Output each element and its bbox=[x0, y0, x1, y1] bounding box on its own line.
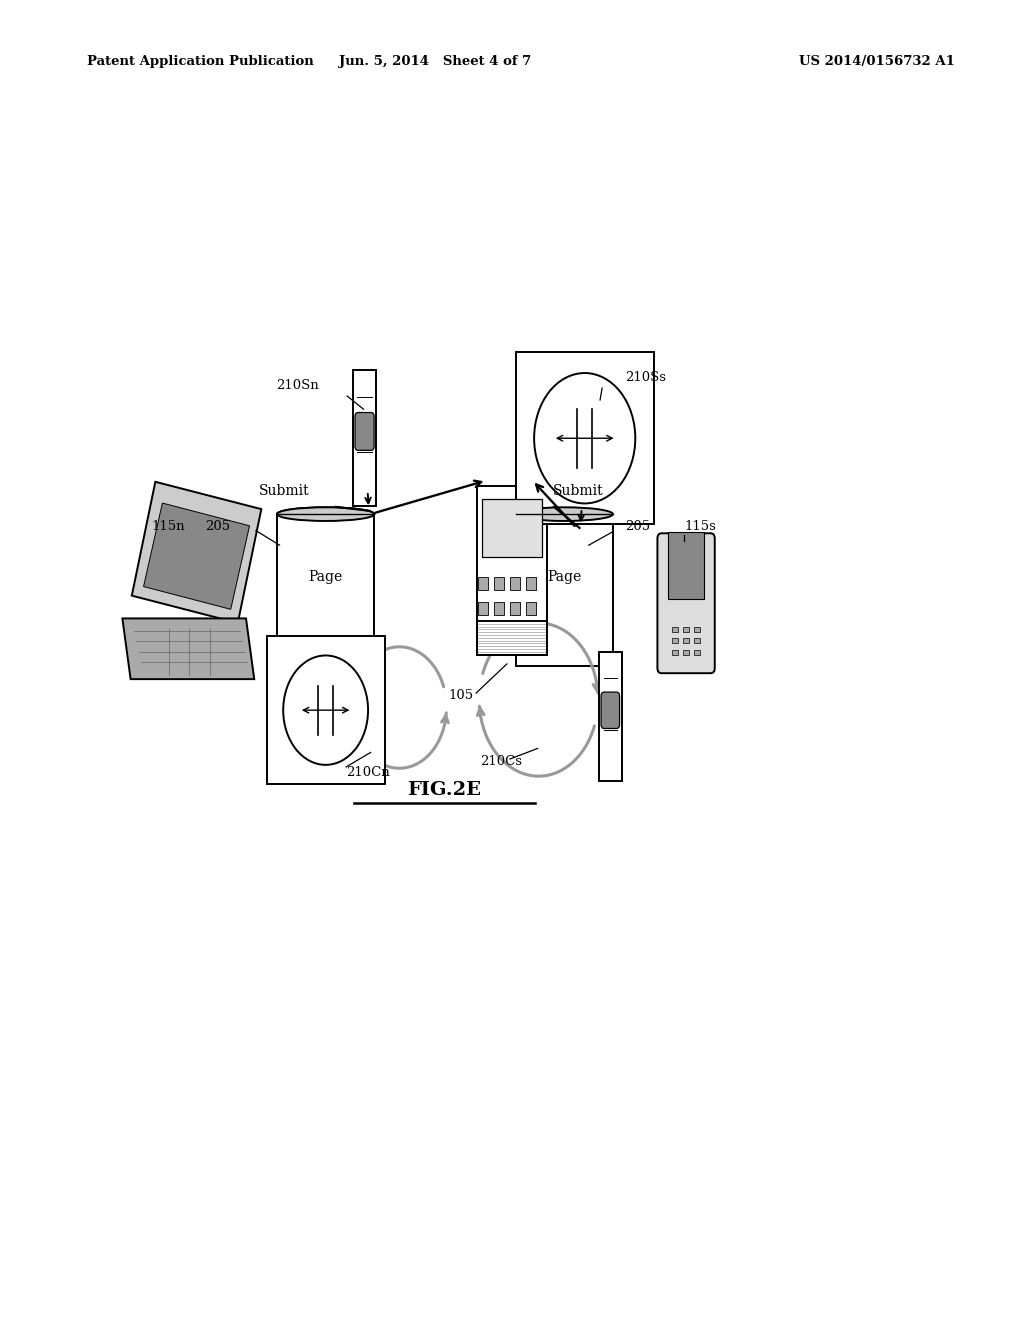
FancyBboxPatch shape bbox=[673, 627, 678, 632]
Text: 205: 205 bbox=[205, 520, 230, 533]
FancyBboxPatch shape bbox=[494, 602, 504, 615]
FancyBboxPatch shape bbox=[694, 638, 699, 643]
Text: 210Sn: 210Sn bbox=[276, 379, 319, 392]
FancyBboxPatch shape bbox=[657, 533, 715, 673]
Text: 105: 105 bbox=[449, 689, 474, 702]
Text: Submit: Submit bbox=[553, 484, 604, 498]
FancyBboxPatch shape bbox=[276, 513, 375, 665]
Text: FIG.2E: FIG.2E bbox=[408, 780, 481, 799]
FancyBboxPatch shape bbox=[516, 513, 612, 665]
FancyBboxPatch shape bbox=[683, 649, 689, 655]
Text: US 2014/0156732 A1: US 2014/0156732 A1 bbox=[799, 55, 954, 69]
FancyBboxPatch shape bbox=[673, 649, 678, 655]
FancyBboxPatch shape bbox=[515, 352, 653, 524]
FancyBboxPatch shape bbox=[694, 649, 699, 655]
Polygon shape bbox=[132, 482, 261, 623]
FancyBboxPatch shape bbox=[526, 602, 536, 615]
Circle shape bbox=[535, 374, 635, 503]
FancyBboxPatch shape bbox=[478, 602, 487, 615]
Text: 205: 205 bbox=[625, 520, 650, 533]
FancyBboxPatch shape bbox=[481, 499, 543, 557]
FancyBboxPatch shape bbox=[683, 638, 689, 643]
Text: Jun. 5, 2014   Sheet 4 of 7: Jun. 5, 2014 Sheet 4 of 7 bbox=[339, 55, 531, 69]
Text: 115n: 115n bbox=[152, 520, 185, 533]
FancyBboxPatch shape bbox=[494, 577, 504, 590]
Polygon shape bbox=[123, 618, 254, 678]
FancyBboxPatch shape bbox=[510, 602, 519, 615]
Text: Page: Page bbox=[308, 570, 343, 583]
FancyBboxPatch shape bbox=[526, 577, 536, 590]
Text: 210Cs: 210Cs bbox=[480, 755, 522, 768]
FancyBboxPatch shape bbox=[510, 577, 519, 590]
FancyBboxPatch shape bbox=[669, 532, 703, 599]
FancyBboxPatch shape bbox=[266, 636, 385, 784]
FancyBboxPatch shape bbox=[352, 370, 377, 506]
Text: Patent Application Publication: Patent Application Publication bbox=[87, 55, 313, 69]
FancyBboxPatch shape bbox=[673, 638, 678, 643]
FancyBboxPatch shape bbox=[601, 692, 620, 729]
Ellipse shape bbox=[516, 507, 612, 521]
Text: 115s: 115s bbox=[684, 520, 716, 533]
FancyBboxPatch shape bbox=[477, 486, 547, 655]
FancyBboxPatch shape bbox=[478, 577, 487, 590]
Ellipse shape bbox=[276, 507, 375, 521]
FancyBboxPatch shape bbox=[694, 627, 699, 632]
Text: 210Cn: 210Cn bbox=[346, 766, 390, 779]
Ellipse shape bbox=[276, 507, 375, 521]
Text: Page: Page bbox=[547, 570, 582, 583]
Ellipse shape bbox=[516, 507, 612, 521]
Text: Submit: Submit bbox=[259, 484, 310, 498]
Circle shape bbox=[284, 656, 368, 764]
FancyBboxPatch shape bbox=[355, 413, 374, 450]
FancyBboxPatch shape bbox=[683, 627, 689, 632]
Text: 210Ss: 210Ss bbox=[625, 371, 666, 384]
Polygon shape bbox=[143, 503, 250, 610]
FancyBboxPatch shape bbox=[599, 652, 622, 781]
